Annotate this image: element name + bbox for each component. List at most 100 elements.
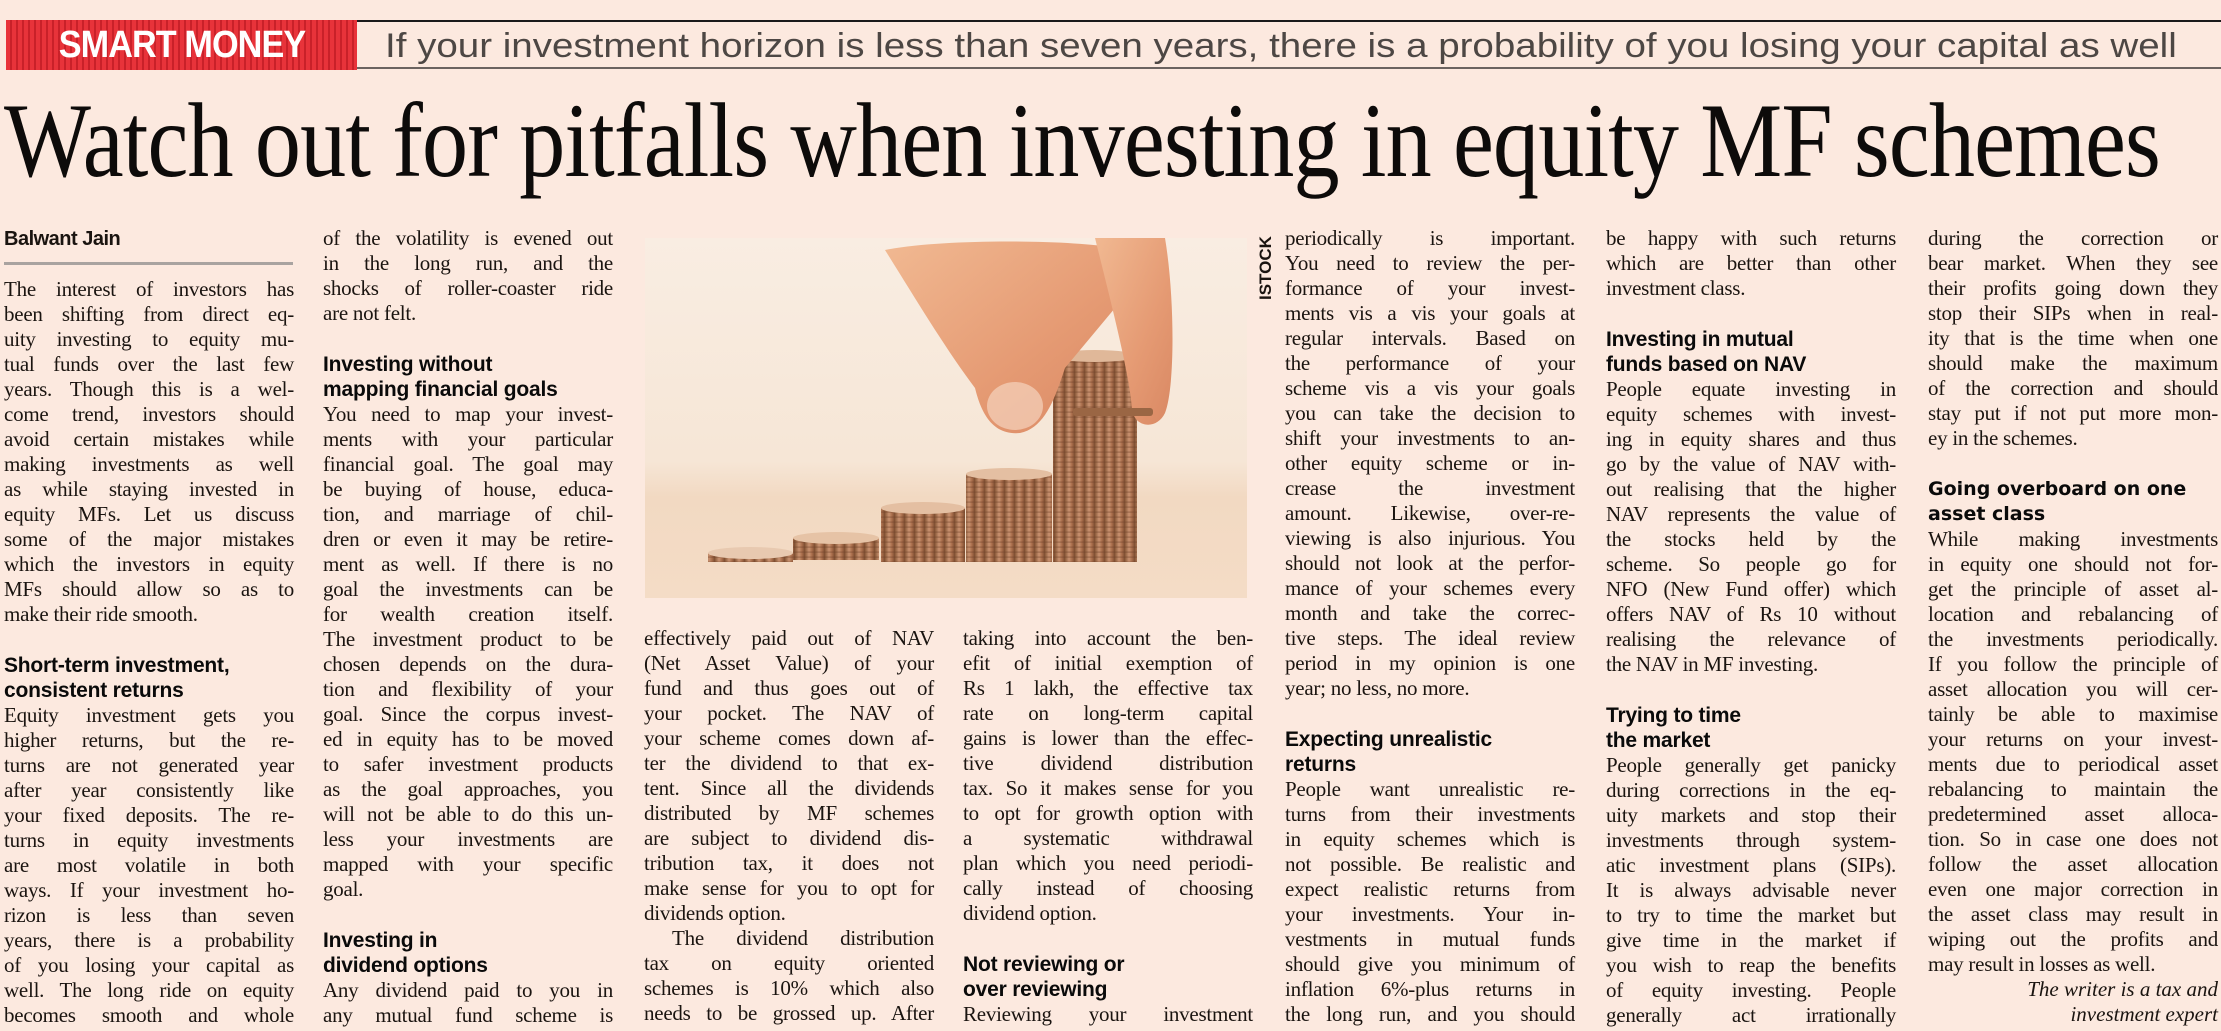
text-line: your investments. Your in- (1285, 902, 1575, 926)
text-line: Reviewing your investment (963, 1002, 1253, 1026)
subheading-line: Investing in (323, 929, 438, 952)
text-line: your returns on your invest- (1928, 727, 2218, 751)
text-line: ways. If your investment ho- (4, 878, 294, 902)
text-line: viewing is also injurious. You (1285, 526, 1575, 550)
subheading: Expecting unrealistic returns (1285, 727, 1575, 777)
text-line: ey in the schemes. (1928, 426, 2078, 450)
text-line: your fixed deposits. The re- (4, 803, 294, 827)
text-line: for wealth creation itself. (323, 602, 613, 626)
article-column-2: of the volatility is evened out in the lo… (323, 226, 613, 1028)
subheading-line: Not reviewing or (963, 953, 1125, 976)
text-line: be buying of house, educa- (323, 477, 613, 501)
text-line: rate on long-term capital (963, 701, 1253, 725)
text-line: goal the investments can be (323, 577, 613, 601)
subheading-line: the market (1606, 729, 1711, 752)
text-line: get the principle of asset al- (1928, 577, 2218, 601)
text-line: a systematic withdrawal (963, 826, 1253, 850)
text-line: tive steps. The ideal review (1285, 626, 1575, 650)
text-line: to opt for growth option with (963, 801, 1253, 825)
text-line: asset allocation you will cer- (1928, 677, 2218, 701)
text-line: People equate investing in (1606, 377, 1896, 401)
text-line: well. The long ride on equity (4, 978, 294, 1002)
text-line: your scheme comes down af- (644, 726, 934, 750)
text-line: which are better than other (1606, 251, 1896, 275)
text-line: during the correction or (1928, 226, 2218, 250)
subheading-line: asset class (1928, 503, 2046, 525)
text-line: investment class. (1606, 276, 1746, 300)
text-line: tax. So it makes sense for you (963, 776, 1253, 800)
subheading-line: mapping financial goals (323, 378, 558, 401)
text-line: equity MFs. Let us discuss (4, 502, 294, 526)
text-line: follow the asset allocation (1928, 852, 2218, 876)
text-line: ment as well. If there is no (323, 552, 613, 576)
paragraph: People generally get panicky during corre… (1606, 753, 1896, 1028)
text-line: give time in the market if (1606, 928, 1896, 952)
text-line: People want unrealistic re- (1285, 777, 1575, 801)
paragraph: Reviewing your investment (963, 1002, 1253, 1027)
article-column-1: The interest of investors has been shifti… (4, 277, 294, 1028)
text-line: mapped with your specific (323, 852, 613, 876)
text-line: stop their SIPs when in real- (1928, 301, 2218, 325)
text-line: uity markets and stop their (1606, 803, 1896, 827)
text-line: tent. Since all the dividends (644, 776, 934, 800)
text-line: People generally get panicky (1606, 753, 1896, 777)
article-column-6: be happy with such returns which are bett… (1606, 226, 1896, 1028)
text-line: ments due to periodical asset (1928, 752, 2218, 776)
text-line: are most volatile in both (4, 853, 294, 877)
text-line: NAV represents the value of (1606, 502, 1896, 526)
coin-stacks-photo (645, 238, 1247, 598)
text-line: other equity scheme or in- (1285, 451, 1575, 475)
text-line: vestments in mutual funds (1285, 927, 1575, 951)
subheading-line: Investing without (323, 353, 493, 376)
text-line: will not be able to do this un- (323, 802, 613, 826)
text-line: ity that is the time when one (1928, 326, 2218, 350)
subheading-line: Short-term investment, (4, 654, 230, 677)
paragraph: of the volatility is evened out in the lo… (323, 226, 613, 326)
text-line: ed in equity has to be moved (323, 727, 613, 751)
text-line: their profits going down they (1928, 276, 2218, 300)
text-line: turns from their investments (1285, 802, 1575, 826)
text-line: Rs 1 lakh, the effective tax (963, 676, 1253, 700)
text-line: fund and thus goes out of (644, 676, 934, 700)
text-line: Equity investment gets you (4, 703, 294, 727)
paragraph: during the correction or bear market. Whe… (1928, 226, 2218, 451)
subheading-line: Going overboard on one (1928, 478, 2187, 500)
text-line: goal. (323, 877, 364, 901)
text-line: to try to time the market but (1606, 903, 1896, 927)
text-line: of equity investing. People (1606, 978, 1896, 1002)
text-line: the stocks held by the (1606, 527, 1896, 551)
text-line: the NAV in MF investing. (1606, 652, 1818, 676)
text-line: even one major correction in (1928, 877, 2218, 901)
text-line: gains is lower than the effec- (963, 726, 1253, 750)
text-line: cally instead of choosing (963, 876, 1253, 900)
text-line: as the goal approaches, you (323, 777, 613, 801)
text-line: (Net Asset Value) of your (644, 651, 934, 675)
subheading-line: Trying to time (1606, 704, 1741, 727)
text-line: taking into account the ben- (963, 626, 1253, 650)
article-column-7: during the correction or bear market. Whe… (1928, 226, 2218, 1027)
text-line: goal. Since the corpus invest- (323, 702, 613, 726)
text-line: ments vis a vis your goals at (1285, 301, 1575, 325)
text-line: be happy with such returns (1606, 226, 1896, 250)
text-line: make their ride smooth. (4, 602, 198, 626)
subheading: Short-term investment, consistent returns (4, 653, 294, 703)
text-line: uity investing to equity mu- (4, 327, 294, 351)
text-line: becomes smooth and whole (4, 1003, 294, 1027)
subheading: Trying to time the market (1606, 703, 1896, 753)
text-line: been shifting from direct eq- (4, 302, 294, 326)
text-line: should not look at the perfor- (1285, 551, 1575, 575)
text-line: effectively paid out of NAV (644, 626, 934, 650)
text-line: regular intervals. Based on (1285, 326, 1575, 350)
text-line: efit of initial exemption of (963, 651, 1253, 675)
subheading: Not reviewing or over reviewing (963, 952, 1253, 1002)
article-column-3: effectively paid out of NAV (Net Asset Va… (644, 626, 934, 1026)
text-line: of the correction and should (1928, 376, 2218, 400)
subheading-line: Investing in mutual (1606, 328, 1794, 351)
paragraph: The interest of investors has been shifti… (4, 277, 294, 627)
author-note: The writer is a tax and investment expert (1928, 977, 2218, 1027)
subheading-line: over reviewing (963, 978, 1108, 1001)
banner-top-rule (6, 20, 2221, 22)
text-line: financial goal. The goal may (323, 452, 613, 476)
text-line: higher returns, but the re- (4, 728, 294, 752)
subheading-line: returns (1285, 753, 1356, 776)
